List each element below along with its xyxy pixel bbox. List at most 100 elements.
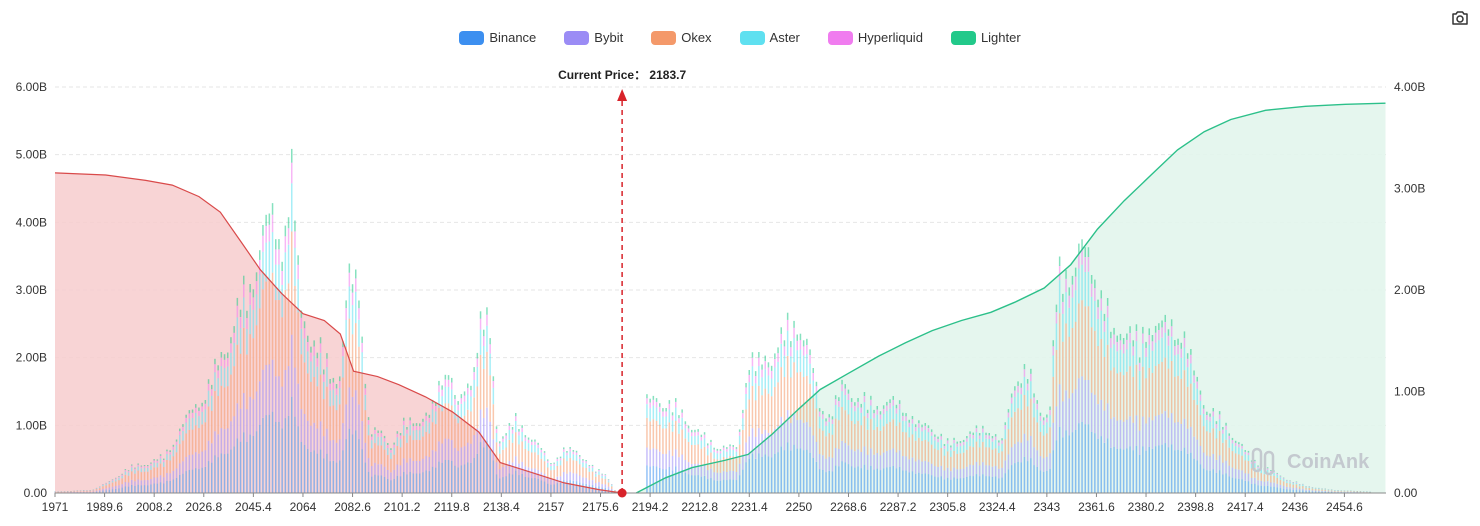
bar-lighter [1212, 408, 1214, 412]
bar-okex [1042, 435, 1045, 459]
bar-binance [1193, 458, 1195, 493]
bar-binance [198, 469, 200, 493]
bar-bybit [358, 404, 360, 440]
bar-hyperliquid [220, 357, 223, 367]
bar-aster [905, 421, 907, 433]
bar-aster [1298, 485, 1301, 487]
bar-aster [892, 405, 894, 420]
bar-lighter [1241, 443, 1243, 446]
bar-lighter [1116, 335, 1118, 342]
bar-hyperliquid [1196, 381, 1198, 389]
bar-bybit [1138, 430, 1141, 455]
bar-binance [374, 474, 376, 493]
bar-hyperliquid [495, 429, 498, 433]
bar-okex [409, 435, 411, 459]
bar-bybit [1017, 441, 1019, 462]
bar-bybit [169, 473, 171, 481]
legend-item-aster[interactable]: Aster [739, 30, 800, 45]
bar-hyperliquid [1289, 481, 1291, 482]
bar-hyperliquid [1097, 307, 1099, 319]
bar-binance [921, 473, 923, 493]
bar-hyperliquid [374, 429, 376, 434]
bar-lighter [284, 225, 287, 237]
bar-okex [521, 441, 523, 462]
bar-okex [815, 408, 818, 442]
bar-aster [121, 475, 123, 479]
coinank-logo-icon [1251, 447, 1275, 476]
bar-lighter [201, 402, 203, 407]
current-price-label: Current Price： 2183.7 [558, 68, 686, 82]
bar-lighter [582, 459, 584, 461]
bar-binance [569, 480, 571, 493]
bar-okex [422, 436, 424, 459]
bar-okex [383, 449, 386, 467]
bar-lighter [473, 367, 475, 373]
bar-hyperliquid [511, 429, 514, 434]
bar-aster [537, 447, 539, 455]
bar-lighter [1042, 417, 1045, 421]
bar-hyperliquid [486, 314, 488, 326]
bar-okex [188, 430, 191, 455]
bar-lighter [502, 436, 504, 439]
legend-item-okex[interactable]: Okex [651, 30, 712, 45]
bar-okex [758, 385, 760, 429]
bar-okex [1215, 438, 1218, 460]
bar-okex [1257, 472, 1259, 481]
legend-item-binance[interactable]: Binance [459, 30, 536, 45]
bar-lighter [691, 429, 693, 433]
bar-lighter [1103, 313, 1106, 322]
camera-icon[interactable] [1450, 8, 1470, 28]
bar-lighter [1110, 331, 1112, 339]
bar-okex [249, 334, 251, 397]
bar-bybit [454, 447, 456, 466]
bar-aster [988, 439, 990, 448]
bar-binance [214, 455, 216, 493]
bar-aster [707, 448, 709, 456]
bar-binance [1055, 440, 1058, 493]
bar-bybit [223, 429, 226, 455]
bar-hyperliquid [479, 318, 482, 330]
bar-okex [873, 429, 875, 455]
bar-binance [719, 480, 722, 493]
bar-lighter [1081, 239, 1083, 250]
bar-lighter [543, 451, 546, 453]
bar-lighter [1279, 475, 1282, 477]
bar-aster [1084, 271, 1086, 307]
bar-bybit [655, 449, 658, 467]
bar-bybit [898, 450, 901, 467]
bar-binance [307, 449, 309, 493]
bar-binance [988, 476, 990, 493]
bar-bybit [387, 470, 389, 479]
bar-okex [591, 471, 594, 480]
bar-aster [1209, 421, 1211, 433]
bar-okex [1119, 372, 1122, 420]
bar-hyperliquid [1065, 278, 1067, 293]
bar-hyperliquid [332, 382, 335, 390]
bar-okex [1353, 491, 1355, 492]
bar-bybit [1286, 487, 1288, 490]
bar-aster [438, 392, 440, 408]
bar-binance [1062, 437, 1064, 493]
bar-bybit [1292, 487, 1294, 490]
bar-binance [415, 473, 418, 493]
bar-hyperliquid [591, 466, 594, 468]
bar-bybit [1151, 420, 1154, 449]
legend-item-hyperliquid[interactable]: Hyperliquid [827, 30, 923, 45]
bar-hyperliquid [227, 358, 229, 367]
bar-lighter [726, 447, 728, 449]
bar-binance [1311, 491, 1314, 493]
bar-hyperliquid [508, 425, 511, 430]
legend-item-bybit[interactable]: Bybit [564, 30, 623, 45]
bar-okex [687, 441, 690, 463]
bar-lighter [790, 341, 792, 348]
bar-hyperliquid [649, 402, 651, 409]
bar-okex [1324, 489, 1326, 491]
bar-hyperliquid [470, 390, 472, 397]
legend-item-lighter[interactable]: Lighter [950, 30, 1021, 45]
bar-lighter [179, 428, 181, 432]
bar-aster [1058, 280, 1061, 314]
bar-binance [946, 477, 949, 493]
bar-bybit [214, 431, 216, 456]
bar-aster [959, 446, 962, 454]
bar-aster [783, 355, 786, 377]
